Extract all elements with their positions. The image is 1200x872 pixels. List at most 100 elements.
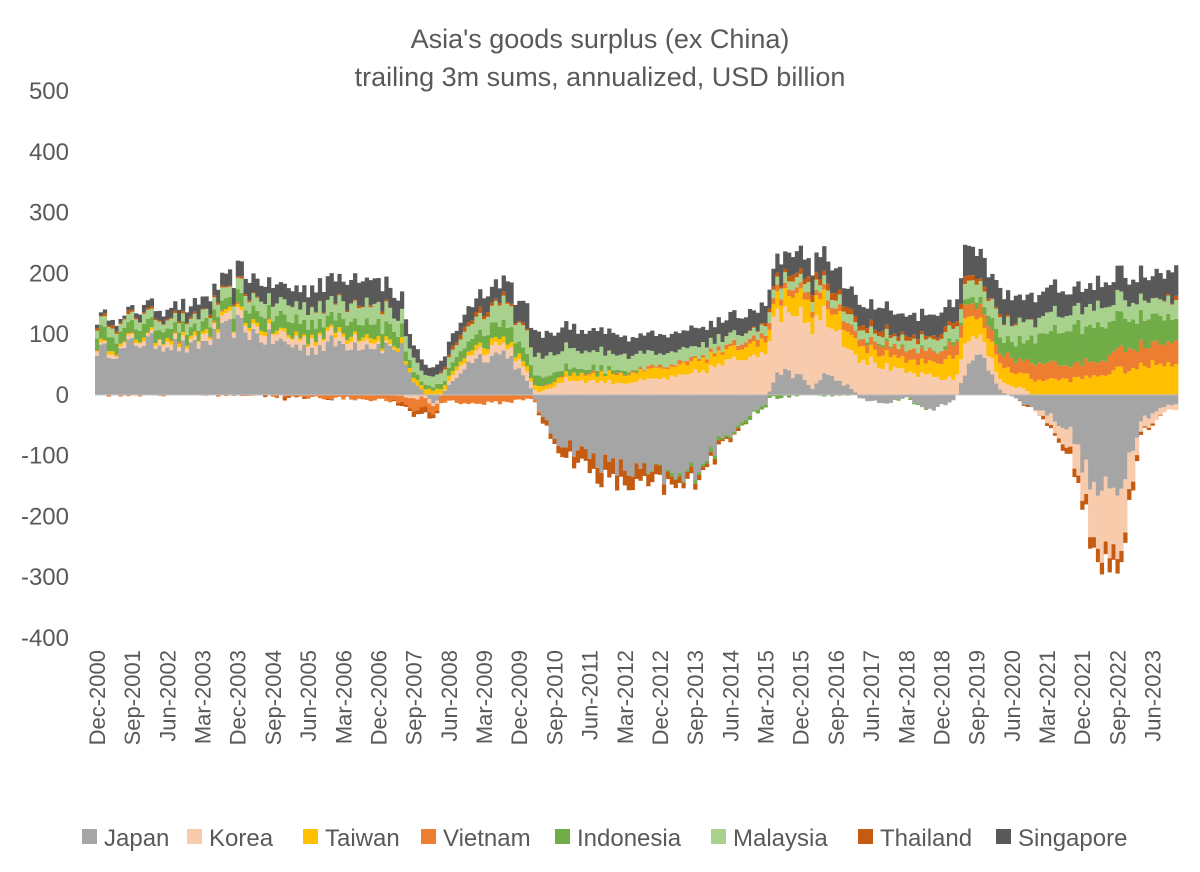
bar-segment-malaysia bbox=[399, 308, 405, 324]
bar-segment-vietnam bbox=[579, 445, 585, 447]
bar-segment-thailand bbox=[153, 318, 158, 321]
bar-segment-taiwan bbox=[673, 366, 678, 377]
bar-segment-taiwan bbox=[575, 375, 581, 382]
bar-segment-taiwan bbox=[376, 335, 381, 342]
bar-segment-thailand bbox=[571, 456, 577, 469]
bar-segment-thailand bbox=[919, 331, 925, 335]
bar-segment-taiwan bbox=[392, 346, 397, 349]
bar-segment-indonesia bbox=[1009, 341, 1015, 358]
bar-segment-thailand bbox=[591, 453, 596, 469]
bar-segment-singapore bbox=[646, 332, 651, 351]
month-bar-stack bbox=[740, 318, 745, 426]
bar-segment-taiwan bbox=[501, 336, 506, 343]
bar-segment-korea bbox=[478, 346, 483, 355]
month-bar-stack bbox=[102, 309, 108, 395]
bar-segment-korea bbox=[790, 316, 796, 378]
month-bar-stack bbox=[1009, 300, 1015, 397]
bar-segment-vietnam bbox=[681, 361, 686, 363]
bar-segment-singapore bbox=[579, 329, 585, 354]
bar-segment-taiwan bbox=[716, 350, 721, 364]
bar-segment-singapore bbox=[900, 313, 905, 332]
bar-segment-singapore bbox=[599, 327, 604, 347]
bar-segment-taiwan bbox=[849, 334, 854, 351]
month-bar-stack bbox=[255, 278, 260, 396]
bar-segment-vietnam bbox=[790, 290, 796, 298]
bar-segment-japan bbox=[935, 394, 940, 407]
bar-segment-thailand bbox=[701, 466, 706, 471]
month-bar-stack bbox=[978, 248, 983, 395]
bar-segment-vietnam bbox=[876, 346, 882, 357]
bar-segment-singapore bbox=[943, 307, 948, 327]
bar-segment-thailand bbox=[220, 285, 225, 288]
bar-segment-malaysia bbox=[767, 312, 772, 324]
bar-segment-malaysia bbox=[478, 312, 483, 330]
bar-segment-malaysia bbox=[1154, 297, 1159, 314]
bar-segment-thailand bbox=[787, 276, 792, 282]
bar-segment-thailand bbox=[360, 306, 366, 308]
bar-segment-indonesia bbox=[392, 331, 397, 347]
bar-segment-vietnam bbox=[939, 351, 944, 365]
bar-segment-korea bbox=[1072, 444, 1077, 469]
bar-segment-indonesia bbox=[122, 327, 127, 342]
bar-segment-taiwan bbox=[446, 375, 452, 381]
bar-segment-korea bbox=[615, 382, 620, 395]
bar-segment-singapore bbox=[970, 246, 976, 276]
bar-segment-thailand bbox=[544, 420, 549, 426]
bar-segment-korea bbox=[736, 360, 741, 395]
bar-segment-malaysia bbox=[626, 358, 631, 373]
bar-segment-korea bbox=[513, 361, 518, 370]
bar-segment-thailand bbox=[181, 310, 186, 314]
bar-segment-malaysia bbox=[677, 349, 682, 361]
bar-segment-indonesia bbox=[865, 342, 870, 346]
bar-segment-korea bbox=[853, 354, 858, 393]
bar-segment-korea bbox=[681, 374, 686, 395]
bar-segment-japan bbox=[384, 342, 389, 395]
month-bar-stack bbox=[216, 289, 221, 397]
month-bar-stack bbox=[157, 310, 162, 396]
bar-segment-singapore bbox=[837, 266, 843, 290]
bar-segment-korea bbox=[392, 348, 397, 350]
bar-segment-japan bbox=[333, 346, 338, 395]
bar-segment-taiwan bbox=[165, 338, 170, 342]
bar-segment-indonesia bbox=[317, 318, 323, 333]
bar-segment-korea bbox=[669, 375, 674, 395]
bar-segment-indonesia bbox=[959, 322, 964, 326]
bar-segment-thailand bbox=[1013, 323, 1019, 326]
bar-segment-singapore bbox=[642, 335, 647, 354]
month-bar-stack bbox=[485, 296, 491, 402]
bar-segment-indonesia bbox=[411, 371, 416, 378]
bar-segment-vietnam bbox=[865, 345, 870, 354]
bar-segment-vietnam bbox=[849, 325, 854, 335]
bar-segment-indonesia bbox=[118, 331, 123, 344]
bar-segment-korea bbox=[360, 341, 366, 350]
bar-segment-vietnam bbox=[568, 375, 573, 377]
bar-segment-japan bbox=[1025, 394, 1030, 405]
bar-segment-thailand bbox=[1091, 537, 1097, 548]
bar-segment-malaysia bbox=[431, 376, 436, 388]
bar-segment-thailand bbox=[165, 318, 170, 321]
bar-segment-thailand bbox=[556, 445, 561, 454]
bar-segment-thailand bbox=[994, 306, 999, 309]
bar-segment-singapore bbox=[974, 256, 979, 280]
bar-segment-singapore bbox=[153, 311, 158, 319]
month-bar-stack bbox=[1021, 300, 1026, 407]
bar-segment-korea bbox=[1068, 426, 1073, 447]
bar-segment-vietnam bbox=[356, 394, 362, 399]
bar-segment-japan bbox=[626, 394, 631, 476]
bar-segment-taiwan bbox=[1021, 373, 1026, 389]
bar-segment-indonesia bbox=[313, 328, 319, 343]
bar-segment-korea bbox=[532, 389, 538, 395]
bar-segment-taiwan bbox=[274, 330, 280, 335]
bar-segment-singapore bbox=[184, 312, 190, 323]
bar-segment-singapore bbox=[916, 320, 921, 340]
bar-segment-indonesia bbox=[669, 472, 674, 477]
bar-segment-singapore bbox=[95, 324, 100, 329]
bar-segment-korea bbox=[775, 308, 780, 373]
bar-segment-taiwan bbox=[650, 367, 655, 379]
bar-segment-japan bbox=[517, 368, 522, 395]
bar-segment-malaysia bbox=[935, 340, 940, 354]
bar-segment-taiwan bbox=[102, 340, 108, 342]
bar-segment-indonesia bbox=[415, 374, 420, 381]
bar-segment-vietnam bbox=[216, 394, 221, 397]
bar-segment-malaysia bbox=[1111, 305, 1116, 321]
